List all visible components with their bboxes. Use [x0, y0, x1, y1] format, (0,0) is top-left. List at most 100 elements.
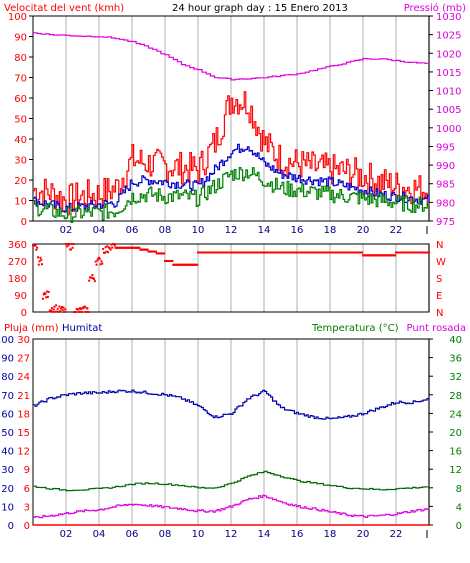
wind-series — [33, 32, 430, 223]
direction-point — [35, 248, 38, 251]
direction-point — [113, 244, 116, 247]
x-tick-label: 18 — [324, 225, 337, 236]
wind-y-tick-label: 30 — [14, 156, 27, 167]
direction-point — [67, 244, 70, 247]
direction-point — [69, 248, 72, 251]
direction-point — [41, 263, 44, 266]
direction-point — [52, 308, 55, 311]
temp-panel-grid — [65, 339, 430, 525]
direction-y-tick-label: 270 — [8, 257, 27, 268]
direction-point — [93, 280, 96, 283]
direction-point — [39, 256, 42, 259]
direction-point — [87, 311, 90, 313]
direction-point — [102, 247, 105, 250]
x-tick-label: 20 — [357, 529, 370, 540]
temperature-y-tick-label: 40 — [449, 335, 462, 346]
humidity-y-tick-label: 90 — [1, 354, 14, 365]
direction-point — [72, 243, 75, 245]
direction-point — [58, 305, 61, 308]
humidity-y-tick-label: 30 — [1, 465, 14, 476]
x-tick-label: 12 — [225, 225, 238, 236]
rain-y-tick-label: 12 — [17, 447, 30, 458]
wind-y-tick-label: 50 — [14, 115, 27, 126]
pressure-y-tick-label: 985 — [436, 180, 455, 191]
direction-point — [71, 246, 74, 249]
direction-point — [65, 245, 68, 248]
x-tick-label: 14 — [258, 529, 271, 540]
direction-point — [101, 262, 104, 265]
direction-point — [63, 310, 66, 313]
humidity-axis-label: Humitat — [62, 323, 102, 334]
pressure-y-tick-label: 1020 — [436, 49, 461, 60]
temperature-y-tick-label: 0 — [456, 521, 462, 532]
pressure-axis-label: Pressió (mb) — [404, 2, 466, 14]
direction-point — [57, 311, 60, 313]
direction-point — [42, 293, 45, 296]
direction-point — [93, 278, 96, 281]
x-tick-label: 06 — [126, 225, 139, 236]
pressure-y-tick-label: 1025 — [436, 31, 461, 42]
humidity-y-tick-label: 50 — [1, 428, 14, 439]
wind-y-tick-label: 40 — [14, 135, 27, 146]
direction-point — [80, 311, 83, 313]
direction-point — [64, 308, 67, 311]
direction-point — [83, 305, 86, 308]
direction-point — [66, 243, 69, 245]
temperature-y-tick-label: 12 — [449, 465, 462, 476]
x-tick-label: 18 — [324, 529, 337, 540]
dew-axis-label: Punt rosada — [407, 323, 466, 334]
direction-point — [394, 254, 397, 257]
direction-point — [61, 308, 64, 311]
direction-point — [38, 260, 41, 263]
x-tick-label: 04 — [93, 529, 106, 540]
humidity-y-tick-label: 0 — [8, 521, 14, 532]
direction-panel-grid — [65, 244, 430, 312]
humidity-y-ticks: 0 10 20 30 40 50 60 70 80 90 100 — [0, 335, 14, 532]
direction-point — [138, 246, 141, 249]
humidity-y-tick-label: 60 — [1, 409, 14, 420]
direction-point — [84, 311, 87, 313]
direction-point — [60, 307, 63, 310]
series-dew-line — [33, 494, 430, 519]
direction-point — [55, 310, 58, 313]
direction-points — [32, 243, 430, 313]
rain-y-tick-label: 15 — [17, 428, 30, 439]
direction-point — [99, 263, 102, 266]
x-tick-label: 02 — [60, 225, 73, 236]
direction-point — [112, 243, 115, 245]
temperature-y-tick-label: 32 — [449, 372, 462, 383]
temperature-y-tick-label: 8 — [456, 484, 462, 495]
direction-point — [41, 297, 44, 300]
direction-point — [79, 308, 82, 311]
rain-y-tick-label: 18 — [17, 409, 30, 420]
direction-point — [428, 251, 430, 254]
x-tick-label: 22 — [390, 225, 403, 236]
pressure-y-tick-label: 1005 — [436, 105, 461, 116]
humidity-y-tick-label: 100 — [0, 335, 14, 346]
direction-point — [54, 310, 57, 313]
direction-point — [95, 263, 98, 266]
direction-point — [100, 260, 103, 263]
direction-point — [56, 307, 59, 310]
series-gust-line — [33, 91, 430, 216]
pressure-y-tick-label: 1030 — [436, 12, 461, 23]
direction-point — [36, 246, 39, 249]
direction-point — [46, 290, 49, 293]
chart-title: 24 hour graph day : 15 Enero 2013 — [172, 3, 348, 14]
wind-y-tick-label: 0 — [21, 217, 27, 228]
x-tick-label: 12 — [225, 529, 238, 540]
direction-point — [106, 245, 109, 248]
x-tick-label: 02 — [60, 529, 73, 540]
x-tick-label: 04 — [93, 225, 106, 236]
direction-point — [146, 248, 149, 251]
direction-point — [43, 291, 46, 294]
pressure-y-tick-label: 975 — [436, 217, 455, 228]
compass-label: N — [436, 308, 443, 319]
rain-y-ticks: 0 3 6 9 12 15 18 21 24 27 30 — [17, 335, 30, 532]
wind-y-tick-label: 100 — [8, 12, 27, 23]
x-tick-label: 06 — [126, 529, 139, 540]
direction-point — [51, 310, 54, 313]
pressure-y-ticks: 975 980 985 990 995 1000 1005 1010 1015 1020 1025 1… — [429, 12, 461, 228]
direction-y-tick-label: 360 — [8, 240, 27, 251]
